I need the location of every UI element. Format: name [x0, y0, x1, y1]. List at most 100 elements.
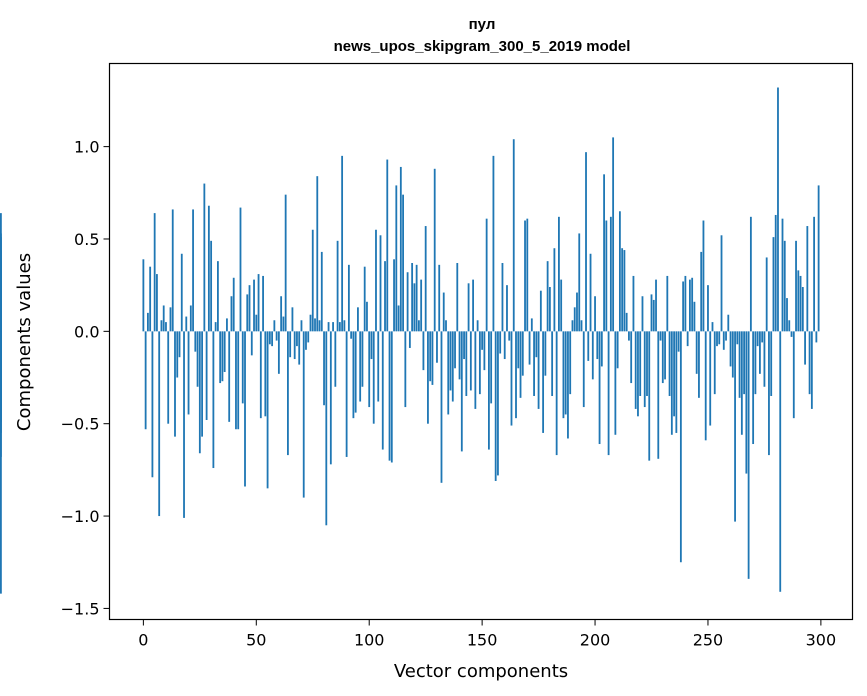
bar-148 [476, 320, 479, 332]
bar-202 [598, 331, 601, 445]
bar-7 [158, 331, 161, 517]
bar-294 [806, 226, 809, 332]
bar-16 [178, 331, 181, 358]
bar-8 [160, 320, 163, 332]
bar-168 [521, 331, 524, 376]
bar-242 [688, 279, 691, 332]
bar-74 [309, 314, 312, 332]
bar-235 [673, 331, 675, 417]
bar-86 [336, 240, 339, 332]
bar-88 [341, 155, 344, 332]
y-tick-label: 1.0 [74, 138, 99, 157]
bar-277 [768, 331, 770, 456]
bar-208 [612, 137, 615, 332]
bar-265 [740, 331, 743, 435]
bar-243 [691, 277, 694, 332]
bar-180 [548, 287, 551, 332]
bar-251 [709, 331, 712, 426]
bar-257 [722, 331, 725, 350]
bar-83 [329, 331, 332, 465]
bar-212 [621, 248, 624, 332]
bar-82 [327, 322, 330, 332]
bar-120 [413, 283, 416, 332]
bar-249 [704, 331, 707, 441]
bar-194 [580, 320, 583, 332]
bar-161 [506, 285, 508, 332]
bar-197 [587, 331, 590, 361]
bar-94 [354, 331, 357, 413]
bar-222 [643, 331, 646, 408]
bar-267 [745, 331, 748, 474]
bar-3 [149, 266, 152, 332]
bar-103 [375, 229, 377, 332]
bar-41 [235, 331, 237, 430]
bar-106 [381, 331, 384, 450]
bar-126 [427, 331, 429, 424]
bar-196 [585, 152, 587, 332]
bar-48 [250, 331, 253, 356]
bar-234 [670, 331, 673, 435]
bar-162 [508, 331, 511, 341]
bar-273 [759, 331, 761, 374]
bar-31 [212, 331, 215, 469]
bar-24 [196, 331, 199, 387]
y-tick-label: −1.5 [61, 599, 100, 618]
bar-112 [395, 185, 398, 332]
bar-119 [411, 263, 414, 332]
bar-38 [228, 331, 231, 422]
bar-189 [569, 331, 572, 395]
bar-183 [555, 331, 558, 456]
bar-140 [458, 331, 461, 380]
bar-210 [616, 331, 619, 369]
bar-92 [350, 331, 353, 339]
bar-278 [770, 331, 773, 396]
bar-238 [679, 331, 682, 563]
bar-29 [207, 205, 210, 332]
bar-145 [469, 331, 472, 391]
bar-276 [765, 257, 768, 332]
bar-137 [451, 331, 454, 402]
bar-193 [578, 233, 581, 332]
bar-293 [804, 331, 806, 365]
y-tick-label: 0.0 [74, 322, 99, 341]
bar-181 [551, 331, 554, 396]
bar-295 [808, 331, 811, 395]
bar-204 [603, 174, 605, 332]
bar-190 [571, 320, 574, 332]
bar-113 [397, 305, 400, 332]
bar-258 [725, 331, 727, 341]
bar-296 [810, 331, 813, 409]
bar-116 [404, 331, 407, 408]
bar-11 [167, 331, 170, 424]
bar-225 [650, 294, 653, 332]
bar-283 [781, 218, 784, 332]
bar-268 [747, 331, 750, 579]
bar-288 [792, 331, 795, 419]
bar-188 [567, 331, 569, 439]
bar-9 [162, 305, 165, 332]
bar-163 [510, 331, 513, 426]
bar-127 [429, 331, 432, 382]
bar-111 [393, 259, 395, 332]
chart-subtitle: news_upos_skipgram_300_5_2019 model [334, 38, 631, 55]
bar-58 [273, 320, 276, 332]
bar-53 [262, 275, 264, 332]
bar-110 [390, 331, 393, 463]
bar-75 [311, 229, 314, 332]
bar-280 [774, 214, 777, 332]
bar-176 [539, 290, 542, 332]
bar-121 [415, 264, 418, 332]
bar-undefined [0, 274, 2, 332]
bar-27 [203, 183, 206, 332]
bar-206 [607, 331, 610, 456]
bar-107 [384, 261, 386, 332]
x-tick-label: 0 [138, 631, 148, 650]
bar-226 [652, 299, 655, 332]
bar-60 [277, 331, 280, 374]
bar-290 [797, 270, 800, 332]
bar-286 [788, 320, 791, 332]
bar-172 [530, 318, 533, 332]
bar-138 [454, 331, 456, 369]
bar-287 [790, 331, 793, 337]
